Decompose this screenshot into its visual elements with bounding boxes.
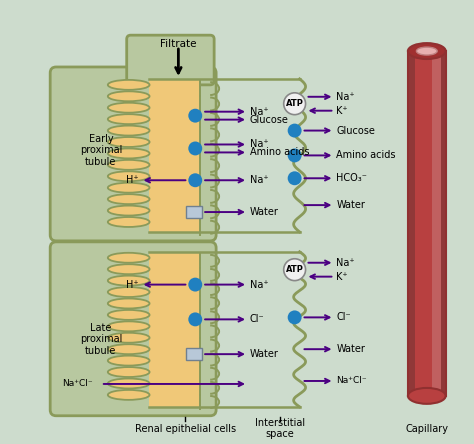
Ellipse shape (108, 91, 150, 101)
Text: Na⁺: Na⁺ (250, 280, 269, 289)
Text: Interstitial
space: Interstitial space (255, 418, 305, 440)
Text: Late
proximal
tubule: Late proximal tubule (80, 323, 122, 356)
Ellipse shape (108, 310, 150, 320)
Ellipse shape (108, 206, 150, 215)
Text: Cl⁻: Cl⁻ (250, 314, 264, 325)
Circle shape (288, 123, 301, 138)
Ellipse shape (108, 160, 150, 170)
Circle shape (188, 313, 202, 326)
Polygon shape (61, 39, 329, 414)
Text: Water: Water (337, 344, 365, 354)
Text: Na⁺Cl⁻: Na⁺Cl⁻ (62, 380, 93, 388)
Text: H⁺: H⁺ (126, 280, 138, 289)
Text: Na⁺: Na⁺ (250, 139, 269, 150)
Polygon shape (408, 51, 415, 396)
Text: Na⁺: Na⁺ (337, 258, 355, 268)
Text: HCO₃⁻: HCO₃⁻ (337, 173, 367, 183)
Ellipse shape (108, 194, 150, 204)
Polygon shape (441, 51, 446, 396)
Circle shape (284, 93, 306, 115)
Text: K⁺: K⁺ (337, 272, 348, 281)
Ellipse shape (108, 287, 150, 297)
Ellipse shape (108, 103, 150, 113)
Text: H⁺: H⁺ (126, 175, 138, 185)
Text: Filtrate: Filtrate (160, 39, 197, 49)
Circle shape (188, 173, 202, 187)
Text: Early
proximal
tubule: Early proximal tubule (80, 134, 122, 167)
Ellipse shape (108, 333, 150, 343)
Circle shape (284, 259, 306, 281)
Text: Na⁺Cl⁻: Na⁺Cl⁻ (337, 377, 367, 385)
Text: Capillary: Capillary (405, 424, 448, 434)
FancyBboxPatch shape (186, 348, 202, 360)
FancyBboxPatch shape (186, 206, 202, 218)
FancyBboxPatch shape (50, 242, 216, 416)
Text: ATP: ATP (286, 265, 303, 274)
Ellipse shape (108, 298, 150, 309)
Text: Cl⁻: Cl⁻ (337, 313, 351, 322)
Ellipse shape (108, 344, 150, 354)
Ellipse shape (108, 80, 150, 90)
Ellipse shape (108, 217, 150, 227)
Text: Glucose: Glucose (250, 115, 289, 125)
Text: Na⁺: Na⁺ (250, 107, 269, 117)
Ellipse shape (108, 378, 150, 388)
Ellipse shape (108, 137, 150, 147)
Polygon shape (432, 51, 441, 396)
Text: K⁺: K⁺ (337, 106, 348, 116)
Polygon shape (148, 79, 200, 232)
Ellipse shape (108, 390, 150, 400)
Ellipse shape (417, 47, 437, 55)
Text: Na⁺: Na⁺ (250, 175, 269, 185)
Text: Water: Water (337, 200, 365, 210)
Ellipse shape (108, 367, 150, 377)
Ellipse shape (108, 276, 150, 285)
Text: Amino acids: Amino acids (250, 147, 310, 158)
Polygon shape (148, 252, 200, 407)
Ellipse shape (108, 183, 150, 193)
Ellipse shape (408, 388, 446, 404)
Text: Water: Water (250, 349, 279, 359)
Circle shape (288, 171, 301, 185)
FancyBboxPatch shape (127, 35, 214, 85)
Text: Water: Water (250, 207, 279, 217)
Circle shape (288, 310, 301, 324)
Text: ATP: ATP (286, 99, 303, 108)
Ellipse shape (108, 114, 150, 124)
Ellipse shape (108, 126, 150, 135)
Text: Glucose: Glucose (337, 126, 375, 135)
FancyBboxPatch shape (50, 67, 216, 241)
Text: Amino acids: Amino acids (337, 151, 396, 160)
Circle shape (188, 109, 202, 123)
Text: Na⁺: Na⁺ (337, 92, 355, 102)
Ellipse shape (108, 253, 150, 263)
Circle shape (188, 278, 202, 292)
Circle shape (288, 148, 301, 163)
Text: Renal epithelial cells: Renal epithelial cells (135, 424, 236, 434)
Polygon shape (415, 51, 432, 396)
Ellipse shape (108, 171, 150, 181)
Ellipse shape (408, 43, 446, 59)
Ellipse shape (108, 321, 150, 331)
Ellipse shape (108, 148, 150, 159)
Ellipse shape (108, 264, 150, 274)
Circle shape (188, 142, 202, 155)
Ellipse shape (108, 356, 150, 365)
